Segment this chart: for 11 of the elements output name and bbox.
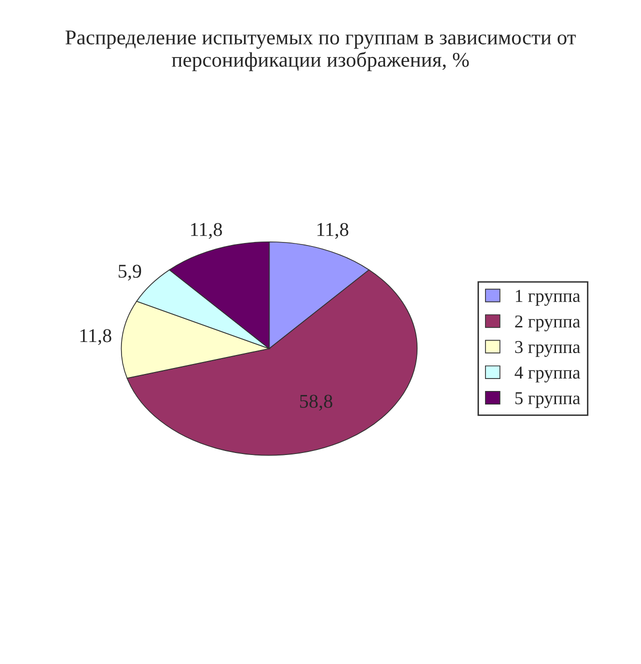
legend-label: 2 группа [515,315,580,332]
legend-label: 5 группа [515,392,580,408]
legend-label: 3 группа [515,341,580,357]
data-label: 58,8 [300,394,332,411]
legend-label: 4 группа [514,366,580,382]
data-label: 11,8 [191,222,222,239]
legend-label: 1 группа [516,290,580,306]
data-label: 5,9 [118,264,142,281]
data-label: 11,8 [317,222,348,239]
data-label: 11,8 [80,329,112,346]
chart-title: Распределение испытуемых по группам в зависимости от персонификации изображения, % [66,30,576,72]
